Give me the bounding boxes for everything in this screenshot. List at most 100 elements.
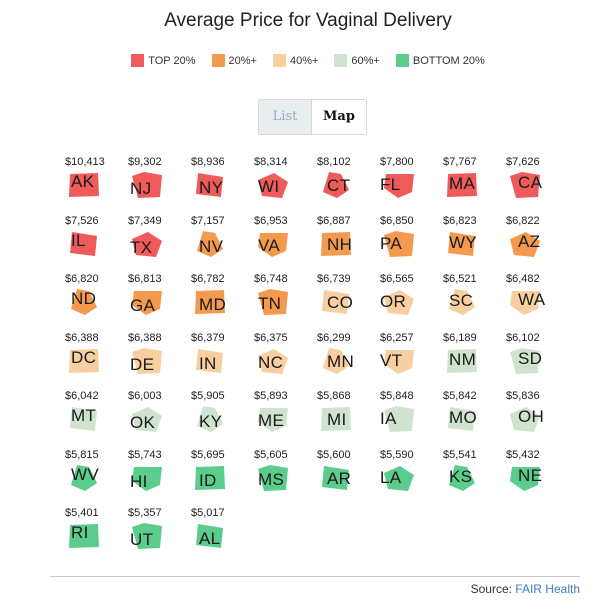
state-tile-va[interactable]: $6,953 VA xyxy=(254,215,316,271)
state-shape-fill xyxy=(69,348,99,373)
state-shape xyxy=(258,408,288,432)
state-tile-mo[interactable]: $5,842 MO xyxy=(443,390,505,446)
state-tile-sd[interactable]: $6,102 SD xyxy=(506,332,568,388)
state-tile-la[interactable]: $5,590 LA xyxy=(380,449,442,505)
state-abbr: VA xyxy=(258,235,281,255)
state-tile-mi[interactable]: $5,868 MI xyxy=(317,390,379,446)
legend-item-top: TOP 20% xyxy=(131,54,196,67)
state-tile-tx[interactable]: $7,349 TX xyxy=(128,215,190,271)
state-tile-oh[interactable]: $5,836 OH xyxy=(506,390,568,446)
state-tile-in[interactable]: $6,379 IN xyxy=(191,332,253,388)
state-tile-az[interactable]: $6,822 AZ xyxy=(506,215,568,271)
state-tile-mn[interactable]: $6,299 MN xyxy=(317,332,379,388)
state-tile-il[interactable]: $7,526 IL xyxy=(65,215,127,271)
state-abbr: CT xyxy=(327,176,351,195)
source-note: Source: FAIR Health xyxy=(471,582,580,596)
map-view-button[interactable]: Map xyxy=(312,100,366,134)
state-tile-ks[interactable]: $5,541 KS xyxy=(443,449,505,505)
state-tile-md[interactable]: $6,782 MD xyxy=(191,273,253,329)
state-shape xyxy=(132,523,162,549)
state-shape xyxy=(71,464,97,491)
state-shape-fill xyxy=(71,289,97,315)
state-shape-fill xyxy=(510,347,540,374)
state-tile-ct[interactable]: $8,102 CT xyxy=(317,156,379,212)
state-shape xyxy=(384,465,414,491)
state-price: $9,302 xyxy=(128,156,162,168)
state-abbr: WY xyxy=(449,232,477,252)
state-shape xyxy=(510,347,540,374)
state-tile-wa[interactable]: $6,482 WA xyxy=(506,273,568,329)
state-tile-vt[interactable]: $6,257 VT xyxy=(380,332,442,388)
state-abbr: MT xyxy=(71,406,97,425)
state-tile-sc[interactable]: $6,521 SC xyxy=(443,273,505,329)
state-price: $5,605 xyxy=(254,448,288,461)
state-tile-de[interactable]: $6,388 DE xyxy=(128,332,190,388)
state-shape xyxy=(258,464,288,491)
state-tile-nc[interactable]: $6,375 NC xyxy=(254,332,316,388)
state-abbr: ID xyxy=(199,470,217,490)
legend-swatch xyxy=(272,54,286,67)
state-tile-nj[interactable]: $9,302 NJ xyxy=(128,156,190,212)
state-tile-tn[interactable]: $6,748 TN xyxy=(254,273,316,329)
state-shape-fill xyxy=(132,407,162,432)
state-tile-pa[interactable]: $6,850 PA xyxy=(380,215,442,271)
state-shape-fill xyxy=(69,524,99,548)
state-abbr: WI xyxy=(258,177,280,196)
state-abbr: OK xyxy=(130,413,156,432)
state-abbr: NC xyxy=(258,352,284,372)
state-tile-ga[interactable]: $6,813 GA xyxy=(128,273,190,329)
legend-label: BOTTOM 20% xyxy=(412,54,485,67)
state-tile-ca[interactable]: $7,626 CA xyxy=(506,156,568,212)
state-tile-ny[interactable]: $8,936 NY xyxy=(191,156,253,212)
state-tile-al[interactable]: $5,017 AL xyxy=(191,507,253,563)
state-abbr: CA xyxy=(518,173,543,192)
state-tile-nh[interactable]: $6,887 NH xyxy=(317,215,379,271)
state-tile-fl[interactable]: $7,800 FL xyxy=(380,156,442,212)
state-tile-wi[interactable]: $8,314 WI xyxy=(254,156,316,212)
state-tile-or[interactable]: $6,565 OR xyxy=(380,273,442,329)
state-abbr: HI xyxy=(130,471,148,491)
state-abbr: UT xyxy=(130,530,154,549)
state-price: $5,401 xyxy=(65,507,99,519)
state-tile-dc[interactable]: $6,388 DC xyxy=(65,332,127,388)
state-tile-hi[interactable]: $5,743 HI xyxy=(128,449,190,505)
state-shape xyxy=(132,407,162,432)
state-shape-fill xyxy=(321,231,351,256)
state-tile-wv[interactable]: $5,815 WV xyxy=(65,449,127,505)
state-abbr: MI xyxy=(327,410,347,429)
state-tile-ok[interactable]: $6,003 OK xyxy=(128,390,190,446)
state-tile-ms[interactable]: $5,605 MS xyxy=(254,449,316,505)
state-tile-mt[interactable]: $6,042 MT xyxy=(65,390,127,446)
state-shape xyxy=(197,406,223,432)
legend-label: 20%+ xyxy=(228,54,257,67)
state-shape-fill xyxy=(323,347,349,374)
state-tile-ak[interactable]: $10,413 AK xyxy=(65,156,127,212)
state-tile-ma[interactable]: $7,767 MA xyxy=(443,156,505,212)
state-shape xyxy=(258,289,288,315)
state-shape xyxy=(384,290,414,315)
state-tile-ne[interactable]: $5,432 NE xyxy=(506,449,568,505)
state-price: $5,815 xyxy=(65,448,99,461)
state-shape-fill xyxy=(70,231,97,256)
state-tile-co[interactable]: $6,739 CO xyxy=(317,273,379,329)
state-abbr: TN xyxy=(258,294,282,313)
state-shape-fill xyxy=(384,290,414,315)
state-tile-id[interactable]: $5,695 ID xyxy=(191,449,253,505)
state-shape-fill xyxy=(132,231,162,257)
state-tile-nm[interactable]: $6,189 NM xyxy=(443,332,505,388)
state-shape xyxy=(132,466,162,491)
state-tile-me[interactable]: $5,893 ME xyxy=(254,390,316,446)
state-tile-wy[interactable]: $6,823 WY xyxy=(443,215,505,271)
state-tile-nv[interactable]: $7,157 NV xyxy=(191,215,253,271)
state-tile-ri[interactable]: $5,401 RI xyxy=(65,507,127,563)
state-shape-fill xyxy=(258,232,288,257)
state-tile-nd[interactable]: $6,820 ND xyxy=(65,273,127,329)
state-tile-ia[interactable]: $5,848 IA xyxy=(380,390,442,446)
state-tile-ut[interactable]: $5,357 UT xyxy=(128,507,190,563)
state-tile-ar[interactable]: $5,600 AR xyxy=(317,449,379,505)
state-tile-ky[interactable]: $5,905 KY xyxy=(191,390,253,446)
source-link[interactable]: FAIR Health xyxy=(515,582,580,596)
list-view-button[interactable]: List xyxy=(259,100,312,134)
state-price: $8,102 xyxy=(317,156,351,168)
state-abbr: AL xyxy=(199,529,221,548)
